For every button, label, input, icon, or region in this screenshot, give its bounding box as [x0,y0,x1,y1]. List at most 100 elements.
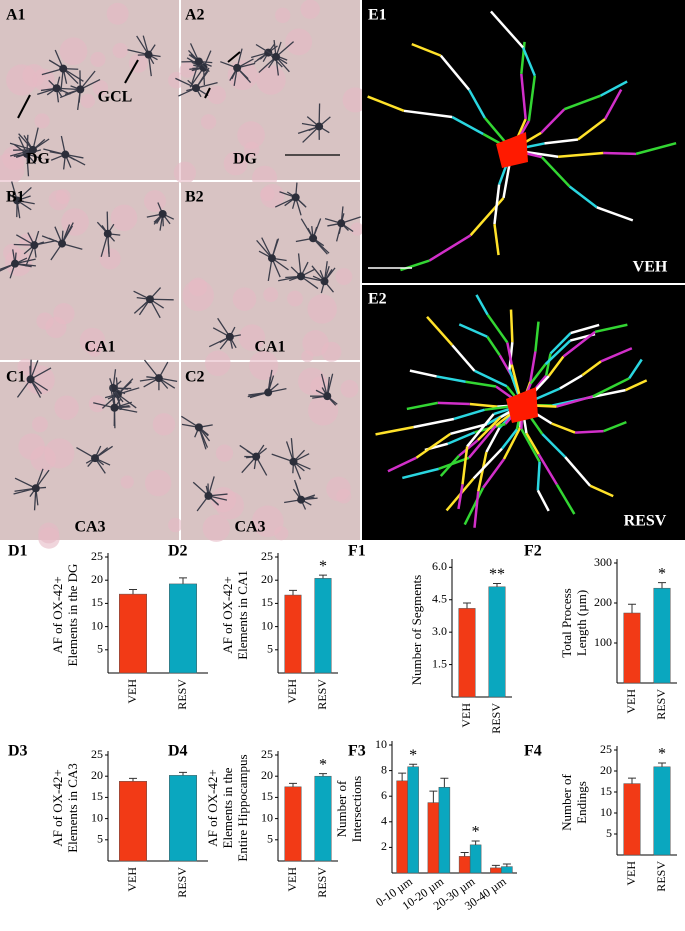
tissue-spot [302,330,329,357]
microglia-soma [309,234,318,243]
tissue-spot [112,42,128,59]
tissue-spot [120,475,134,489]
tissue-spot [326,476,351,502]
image-panel: A1 GCL DG [0,0,185,185]
tissue-spot [285,28,313,56]
y-axis-label: AF of OX-42+ [220,576,235,653]
microglia-soma [252,452,261,461]
traced-process [521,46,536,77]
tissue-spot [249,350,279,381]
tissue-spot [340,379,359,398]
bar [119,781,147,862]
traced-process [603,88,623,120]
traced-process [465,380,497,388]
tissue-spot [79,327,106,354]
y-tick-label: 10 [375,737,387,751]
error-bar [129,777,137,782]
x-tick-label: VEH [624,861,638,886]
microglia-soma [11,259,20,268]
error-bar [502,863,511,867]
microglia-soma [13,196,22,205]
tissue-spot [18,433,45,460]
tissue-spot [90,51,106,68]
traced-process [493,184,501,225]
y-tick-label: 300 [594,555,612,569]
y-tick-label: 25 [600,742,612,756]
traced-process [402,467,439,480]
y-axis-label: AF of OX-42+ [205,769,220,846]
traced-process [537,453,558,486]
error-bar [179,577,187,584]
traced-process [562,330,596,358]
y-tick-label: 5 [97,832,103,846]
y-tick-label: 8 [381,762,387,776]
y-tick-label: 25 [91,747,103,761]
y-tick-label: 5 [267,832,273,846]
microglia-soma [103,229,112,238]
x-tick-label: RESV [315,867,329,898]
traced-process [559,374,583,390]
y-tick-label: 10 [261,810,273,824]
bar [488,586,506,698]
microglia-soma [204,491,213,500]
traced-process [575,429,604,434]
microglia-soma [337,219,346,228]
bar [438,786,451,874]
traced-process [486,336,501,356]
x-tick-label: RESV [175,867,189,898]
traced-process [544,138,579,145]
tissue-spot [232,287,257,311]
y-tick-label: 6.0 [432,559,447,573]
y-tick-label: 100 [594,635,612,649]
microglia-soma [264,388,273,397]
error-bar [628,777,636,784]
tissue-spot [0,153,25,185]
tissue-spot [168,517,183,533]
error-bar [129,588,137,595]
y-axis-label: Endings [574,781,589,824]
image-panel: E1 VEH [362,0,685,283]
traced-process [556,395,594,408]
tissue-spot [300,0,320,19]
microglia-soma [91,454,100,463]
tissue-spot [22,63,46,87]
tissue-spot [287,290,303,307]
image-panel: C1 CA3 [0,358,183,549]
traced-process [506,342,513,365]
microglia-soma [297,495,306,504]
bar [284,786,302,862]
y-tick-label: 4.5 [432,591,447,605]
traced-process [603,420,627,433]
tissue-spot [307,294,337,324]
traced-process [415,432,452,459]
error-bar [319,574,327,579]
panel-label: D1 [8,543,28,560]
error-bar [179,771,187,776]
y-tick-label: 4 [381,814,387,828]
traced-process [551,422,576,434]
tissue-spot [152,413,176,436]
traced-process [466,413,495,448]
traced-process [568,185,598,209]
traced-process [475,294,489,316]
microglia-soma [28,145,37,154]
significance-mark: * [658,746,666,763]
traced-process [457,484,464,510]
tissue-spot [38,527,60,549]
traced-process [558,151,604,159]
traced-process [436,375,466,383]
error-bar [471,840,480,845]
tissue-spot [335,268,353,286]
image-panel: B1 CA1 [0,181,179,360]
tissue-spot [251,505,284,538]
tissue-spot [207,85,226,105]
panel-label: F4 [524,743,542,760]
traced-process [502,426,522,460]
y-axis-label: Length (µm) [574,590,589,656]
tissue-spot [275,7,291,23]
traced-process [592,377,630,398]
microglia-soma [320,277,329,286]
traced-process [439,54,471,91]
significance-mark: * [319,558,327,575]
